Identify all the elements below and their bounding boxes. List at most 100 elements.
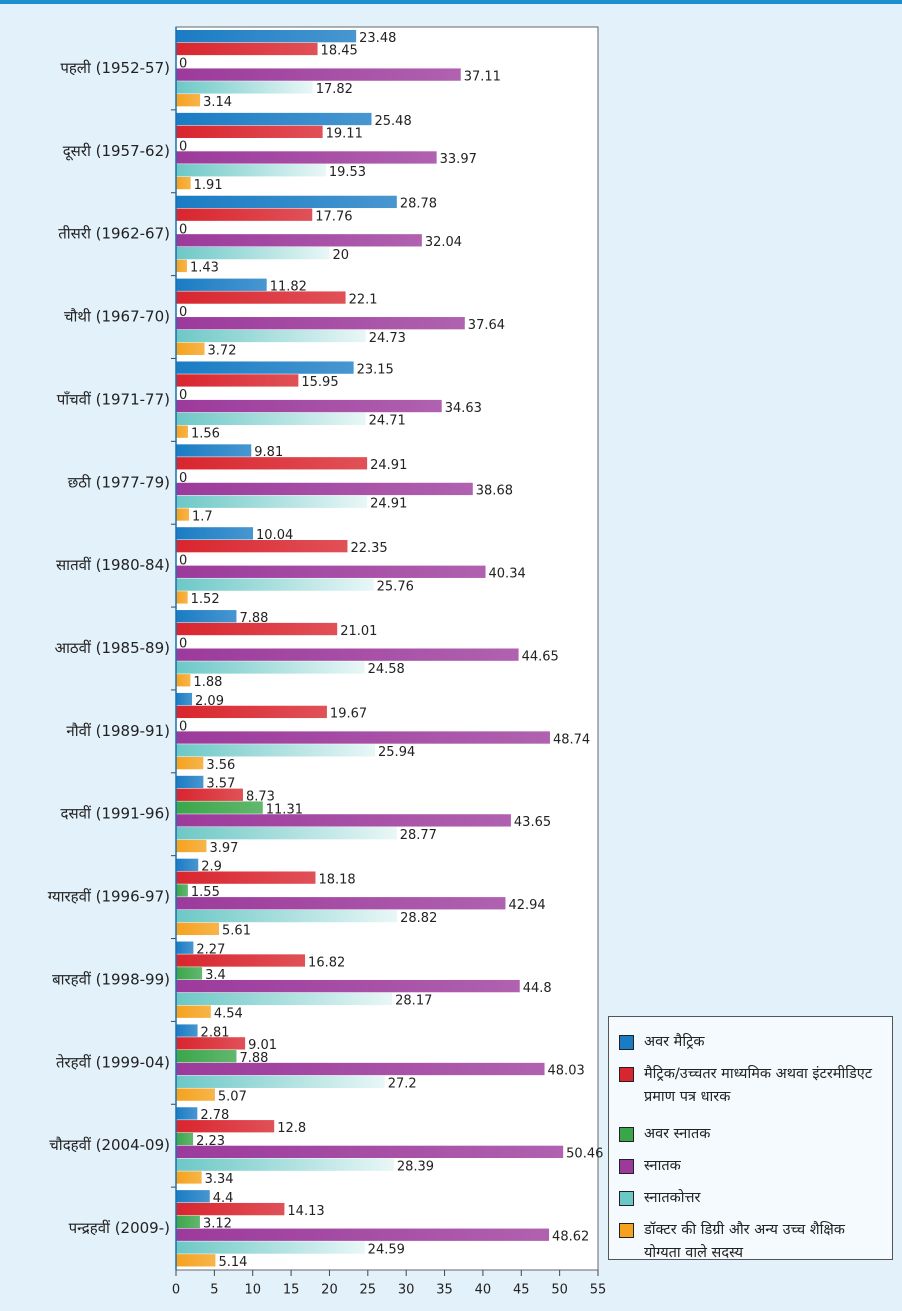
data-label: 11.31 (266, 802, 303, 817)
y-tick-label: आठवीं (1985-89) (55, 639, 170, 657)
bar (176, 208, 313, 221)
data-label: 5.07 (218, 1089, 247, 1104)
bar (176, 425, 188, 438)
bar (176, 329, 366, 343)
bar (176, 897, 506, 910)
bar (176, 565, 486, 578)
legend-swatch (619, 1191, 634, 1206)
bar (176, 30, 357, 43)
data-label: 2.23 (196, 1134, 225, 1149)
data-label: 3.34 (205, 1172, 234, 1187)
data-label: 28.17 (395, 994, 432, 1009)
x-tick-label: 45 (513, 1283, 530, 1298)
data-label: 3.72 (208, 344, 237, 359)
bar (176, 1132, 194, 1146)
bar (176, 788, 243, 801)
legend-label: मैट्रिक/उच्चतर माध्यमिक अथवा इंटरमीडिएट … (644, 1066, 873, 1105)
bar (176, 1107, 198, 1120)
data-label: 10.04 (256, 528, 293, 543)
chart: 0 5 10 15 20 25 30 35 40 45 50 55 पहली (1952-57) 23.4… (48, 26, 606, 1298)
y-tick-label: दूसरी (1957-62) (63, 142, 170, 161)
data-label: 0 (179, 57, 187, 72)
bar (176, 508, 190, 521)
data-label: 16.82 (308, 955, 345, 970)
data-label: 1.52 (191, 592, 220, 607)
data-label: 24.71 (369, 414, 406, 429)
data-label: 14.13 (287, 1204, 324, 1219)
data-label: 24.91 (370, 458, 407, 473)
legend-swatch (619, 1223, 634, 1238)
data-label: 3.4 (205, 968, 226, 983)
bar (176, 42, 318, 56)
bar (176, 578, 374, 591)
data-label: 2.09 (195, 694, 224, 709)
legend-item: स्नातकोत्तर (619, 1187, 882, 1210)
bar (176, 674, 191, 687)
bar (176, 81, 313, 94)
x-tick-label: 5 (210, 1283, 218, 1298)
data-label: 19.53 (329, 165, 366, 180)
y-tick-label: ग्यारहवीं (1996-97) (48, 888, 170, 906)
data-label: 17.76 (315, 209, 352, 224)
legend-swatch (619, 1159, 634, 1174)
data-label: 7.88 (239, 611, 268, 626)
data-label: 34.63 (445, 401, 482, 416)
bar (176, 1202, 285, 1216)
data-label: 40.34 (489, 567, 526, 582)
bar (176, 1062, 545, 1076)
bar (176, 648, 519, 661)
x-tick-label: 35 (436, 1283, 453, 1298)
bar (176, 495, 368, 508)
legend-label: डॉक्टर की डिग्री और अन्य उच्च शैक्षिक यो… (644, 1222, 845, 1261)
data-label: 9.01 (248, 1038, 277, 1053)
bar (176, 278, 267, 291)
legend-item: डॉक्टर की डिग्री और अन्य उच्च शैक्षिक यो… (619, 1219, 882, 1265)
data-label: 18.45 (321, 44, 358, 59)
bar (176, 692, 193, 706)
data-label: 43.65 (514, 815, 551, 830)
data-label: 0 (179, 719, 187, 734)
data-label: 0 (179, 305, 187, 320)
data-label: 38.68 (476, 484, 513, 499)
data-label: 50.46 (566, 1147, 603, 1162)
data-label: 37.11 (464, 69, 501, 84)
legend-item: स्नातक (619, 1155, 882, 1178)
legend-label: अवर स्नातक (644, 1126, 711, 1142)
data-label: 23.48 (359, 31, 396, 46)
data-label: 0 (179, 471, 187, 486)
data-label: 21.01 (340, 624, 377, 639)
bar (176, 1120, 275, 1133)
legend-swatch (619, 1127, 634, 1142)
bar (176, 246, 330, 260)
bar (176, 1241, 365, 1254)
data-label: 23.15 (357, 362, 394, 377)
bar (176, 151, 437, 164)
bar (176, 342, 205, 355)
bar (176, 1171, 202, 1184)
bar (176, 610, 237, 623)
x-tick-label: 0 (172, 1283, 180, 1298)
data-label: 1.91 (194, 178, 223, 193)
bar (176, 814, 511, 827)
data-label: 1.88 (193, 675, 222, 690)
data-label: 5.61 (222, 924, 251, 939)
data-label: 48.03 (548, 1064, 585, 1079)
bar (176, 1005, 211, 1018)
data-label: 11.82 (270, 280, 307, 295)
bar (176, 1024, 198, 1037)
bar (176, 1088, 215, 1101)
legend-label: स्नातक (644, 1158, 681, 1174)
bar (176, 291, 346, 304)
bar (176, 1158, 394, 1171)
y-tick-label: चौदहवीं (2004-09) (49, 1136, 170, 1154)
bar (176, 374, 299, 387)
legend: अवर मैट्रिक मैट्रिक/उच्चतर माध्यमिक अथवा … (608, 1016, 893, 1261)
data-label: 32.04 (425, 235, 462, 250)
bar (176, 482, 473, 496)
x-tick-label: 25 (360, 1283, 377, 1298)
bar (176, 992, 393, 1006)
bar (176, 954, 306, 967)
bar (176, 884, 188, 897)
data-label: 3.14 (203, 95, 232, 110)
